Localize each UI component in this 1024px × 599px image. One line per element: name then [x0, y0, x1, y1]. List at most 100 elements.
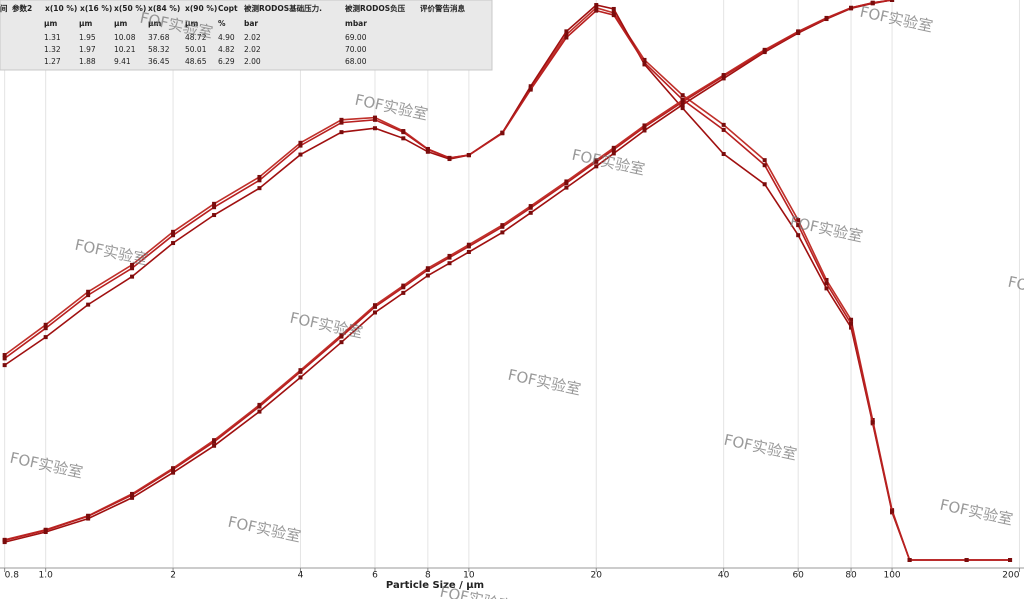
table-cell: 9.41: [114, 57, 131, 66]
data-point: [257, 409, 262, 414]
data-point: [642, 57, 647, 62]
x-tick-label: 80: [845, 571, 857, 581]
data-point: [1008, 558, 1013, 562]
x-tick-label: 1.0: [39, 571, 54, 581]
data-point: [564, 181, 569, 186]
table-cell: 48.72: [185, 33, 207, 42]
table-header: 被测RODOS基础压力.: [244, 3, 322, 13]
data-point: [849, 321, 854, 326]
plot: [2, 0, 1013, 562]
data-point: [298, 143, 303, 148]
data-point: [2, 538, 7, 543]
data-point: [500, 224, 505, 229]
series-line: [4, 0, 893, 542]
data-point: [528, 87, 533, 92]
x-ticks: 0.8 1.0 2 4 6 8 10 20 40 60 80 100 200: [4, 568, 1020, 581]
table-cell: 50.01: [185, 45, 207, 54]
table-unit: %: [218, 19, 226, 28]
data-point: [298, 140, 303, 145]
data-point: [171, 233, 176, 238]
data-point: [721, 127, 726, 132]
x-tick-label: 4: [298, 571, 304, 581]
data-point: [870, 0, 875, 5]
table-header: x(84 %): [148, 4, 180, 13]
result-table: [0, 0, 493, 71]
data-point: [425, 149, 430, 154]
table-header: x(50 %): [114, 4, 146, 13]
table-cell: 68.00: [345, 57, 367, 66]
data-point: [564, 185, 569, 190]
data-point: [849, 317, 854, 322]
table-cell: 1.31: [44, 33, 61, 42]
data-point: [372, 126, 377, 131]
data-point: [611, 13, 616, 18]
data-point: [212, 213, 217, 218]
data-point: [171, 229, 176, 234]
data-point: [212, 201, 217, 206]
data-point: [298, 369, 303, 374]
data-point: [564, 32, 569, 37]
x-tick-label: 0.8: [5, 571, 20, 581]
data-point: [762, 48, 767, 53]
data-point: [401, 136, 406, 141]
x-tick-label: 40: [718, 571, 730, 581]
table-header: Copt: [218, 4, 238, 13]
data-point: [890, 0, 895, 2]
data-point: [824, 281, 829, 286]
data-point: [2, 353, 7, 358]
data-point: [130, 262, 135, 267]
data-point: [447, 261, 452, 266]
data-point: [762, 163, 767, 168]
data-point: [86, 289, 91, 294]
data-point: [401, 130, 406, 135]
data-point: [257, 174, 262, 179]
data-point: [796, 218, 801, 223]
data-point: [528, 84, 533, 89]
table: 间参数2 x(10 %) x(16 %) x(50 %) x(84 %) x(90 %) C…: [0, 3, 465, 66]
data-point: [564, 35, 569, 40]
data-point: [721, 122, 726, 127]
table-header: 被测RODOS负压: [345, 3, 406, 13]
data-point: [721, 152, 726, 156]
data-point: [130, 266, 135, 271]
data-point: [611, 151, 616, 156]
data-point: [528, 205, 533, 210]
table-cell: 1.95: [79, 33, 96, 42]
data-point: [2, 363, 7, 368]
data-point: [257, 178, 262, 183]
data-point: [680, 93, 685, 98]
data-point: [212, 439, 217, 444]
data-point: [642, 128, 647, 133]
table-cell: 2.00: [244, 57, 261, 66]
data-point: [372, 310, 377, 315]
data-point: [824, 16, 829, 21]
grid: [4, 0, 1020, 568]
table-cell: 48.65: [185, 57, 207, 66]
data-point: [43, 528, 48, 533]
data-point: [500, 230, 505, 235]
data-point: [401, 290, 406, 295]
data-point: [86, 293, 91, 298]
data-point: [2, 356, 7, 361]
data-point: [721, 74, 726, 79]
data-point: [298, 375, 303, 380]
data-point: [298, 152, 303, 157]
data-point: [339, 120, 344, 125]
table-cell: 37.68: [148, 33, 170, 42]
data-point: [257, 404, 262, 409]
table-cell: 58.32: [148, 45, 170, 54]
x-tick-label: 10: [463, 571, 475, 581]
table-cell: 70.00: [345, 45, 367, 54]
data-point: [594, 5, 599, 10]
table-header: x(10 %): [45, 4, 77, 13]
x-tick-label: 100: [883, 571, 900, 581]
table-header: x(90 %): [185, 4, 217, 13]
data-point: [43, 326, 48, 331]
data-point: [130, 495, 135, 500]
data-point: [824, 278, 829, 282]
data-point: [466, 244, 471, 249]
data-point: [257, 186, 262, 191]
data-point: [907, 558, 912, 562]
